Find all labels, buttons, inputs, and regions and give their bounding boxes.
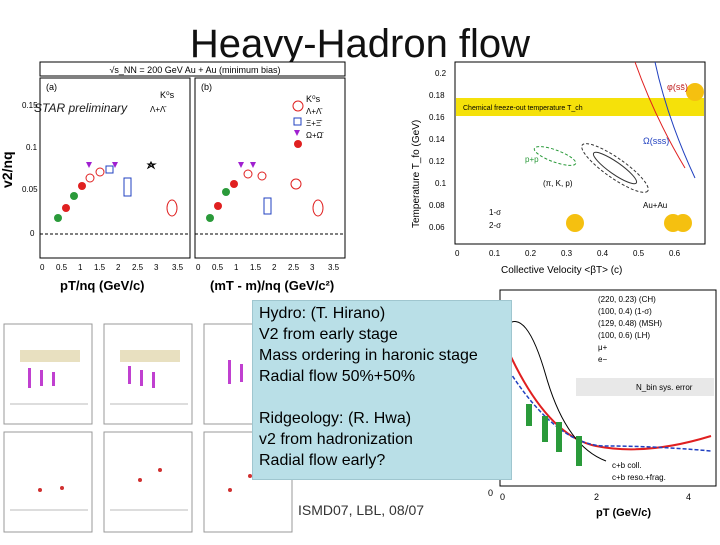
ytick-0: 0.15	[22, 101, 38, 110]
fy-5: 0.1	[435, 179, 447, 188]
freezeout-xlabel: Collective Velocity <βT> (c)	[501, 265, 622, 276]
panel-b-points	[206, 100, 324, 222]
note-line: Ridgeology: (R. Hwa)	[259, 410, 412, 427]
note-line: Radial flow early?	[259, 452, 386, 469]
model-legend-2: (129, 0.48) (MSH)	[598, 319, 662, 328]
v2-scaling-svg: √s_NN = 200 GeV Au + Au (minimum bias) (…	[0, 61, 346, 293]
slide-footer: ISMD07, LBL, 08/07	[298, 502, 425, 518]
ytick-2: 0.05	[22, 185, 38, 194]
model-legend-5: e−	[598, 355, 607, 364]
fx-4: 0.4	[597, 249, 609, 258]
star-preliminary-label: STAR preliminary	[34, 101, 128, 115]
label-pikp: (π, K, p)	[543, 179, 573, 188]
legend-b-2: Ξ+Ξ̄	[306, 119, 323, 128]
freezeout-plot: Chemical freeze-out temperature T_ch Tem…	[405, 58, 720, 283]
x-label-a: pT/nq (GeV/c)	[60, 278, 145, 293]
ex-1: 2	[594, 492, 599, 502]
xtick-b-0: 0	[196, 263, 201, 272]
model-legend-1: (100, 0.4) (1-σ)	[598, 307, 652, 316]
xtick-b-1: 0.5	[212, 263, 224, 272]
model-legend-3: (100, 0.6) (LH)	[598, 331, 650, 340]
fx-2: 0.2	[525, 249, 537, 258]
freezeout-xticks: 0 0.1 0.2 0.3 0.4 0.5 0.6	[455, 249, 681, 258]
note-line	[259, 387, 505, 408]
syst-label: N_bin sys. error	[636, 383, 693, 392]
xtick-a-5: 2.5	[132, 263, 144, 272]
note-line: Mass ordering in haronic stage	[259, 347, 478, 364]
legend-a-0: K⁰s	[160, 90, 175, 100]
fx-5: 0.5	[633, 249, 645, 258]
panel-a-points	[54, 160, 178, 222]
xtick-b-4: 2	[272, 263, 277, 272]
xtick-b-5: 2.5	[288, 263, 300, 272]
xtick-a-4: 2	[116, 263, 121, 272]
note-line: v2 from hadronization	[259, 431, 413, 448]
plot-header: √s_NN = 200 GeV Au + Au (minimum bias)	[109, 65, 280, 75]
x-ticks-b: 0 0.5 1 1.5 2 2.5 3 3.5	[196, 263, 340, 272]
model-legend-4: μ+	[598, 343, 608, 352]
band-label: Chemical freeze-out temperature T_ch	[463, 105, 583, 112]
electron-v2-svg: (220, 0.23) (CH) (100, 0.4) (1-σ) (129, …	[488, 289, 717, 519]
v2-scaling-plot: √s_NN = 200 GeV Au + Au (minimum bias) (…	[0, 58, 350, 298]
freezeout-svg: Chemical freeze-out temperature T_ch Tem…	[411, 61, 706, 276]
legend-1sigma: 1-σ	[489, 208, 501, 217]
xtick-a-6: 3	[154, 263, 159, 272]
xtick-a-2: 1	[78, 263, 83, 272]
ytick-3: 0	[30, 229, 35, 238]
electron-xticks: 0 2 4	[500, 492, 691, 502]
small-plot-grid-svg	[3, 323, 293, 533]
fy-7: 0.06	[429, 223, 445, 232]
xtick-a-0: 0	[40, 263, 45, 272]
fx-6: 0.6	[669, 249, 681, 258]
x-label-b: (mT - m)/nq (GeV/c²)	[210, 278, 334, 293]
curve-label-1: c+b reso.+frag.	[612, 473, 666, 482]
ex-0: 0	[500, 492, 505, 502]
fy-4: 0.12	[429, 157, 445, 166]
xtick-a-3: 1.5	[94, 263, 106, 272]
xtick-b-7: 3.5	[328, 263, 340, 272]
electron-xlabel: pT (GeV/c)	[596, 507, 651, 519]
note-line: Radial flow 50%+50%	[259, 368, 416, 385]
fx-0: 0	[455, 249, 460, 258]
fy-6: 0.08	[429, 201, 445, 210]
fx-1: 0.1	[489, 249, 501, 258]
ytick-1: 0.1	[26, 143, 38, 152]
fy-0: 0.2	[435, 69, 447, 78]
label-auau: Au+Au	[643, 201, 667, 210]
ylabel: Temperature T_fo (GeV)	[411, 120, 422, 228]
xtick-b-3: 1.5	[250, 263, 262, 272]
legend-a-1: Λ+Λ̄	[150, 105, 167, 114]
slide-title: Heavy-Hadron flow	[189, 22, 531, 66]
note-line: V2 from early stage	[259, 326, 398, 343]
legend-b-1: Λ+Λ̄	[306, 107, 323, 116]
legend-b-0: K⁰s	[306, 94, 321, 104]
commentary-box: Hydro: (T. Hirano) V2 from early stage M…	[252, 300, 512, 480]
xtick-a-7: 3.5	[172, 263, 184, 272]
xtick-a-1: 0.5	[56, 263, 68, 272]
panel-b-label: (b)	[201, 82, 212, 92]
small-plot-grid	[0, 320, 300, 535]
fy-2: 0.16	[429, 113, 445, 122]
xtick-b-6: 3	[310, 263, 315, 272]
freezeout-yticks: 0.2 0.18 0.16 0.14 0.12 0.1 0.08 0.06	[429, 69, 447, 232]
label-omega: Ω(sss)	[643, 136, 669, 146]
model-legend: (220, 0.23) (CH) (100, 0.4) (1-σ) (129, …	[598, 295, 662, 364]
model-legend-0: (220, 0.23) (CH)	[598, 295, 656, 304]
legend-2sigma: 2-σ	[489, 221, 501, 230]
fy-3: 0.14	[429, 135, 445, 144]
electron-v2-plot: (220, 0.23) (CH) (100, 0.4) (1-σ) (129, …	[486, 286, 720, 540]
panel-a-label: (a)	[46, 82, 57, 92]
note-line: Hydro: (T. Hirano)	[259, 305, 386, 322]
fy-1: 0.18	[429, 91, 445, 100]
legend-b-3: Ω+Ω̄	[306, 131, 325, 140]
y-axis-label: v2/nq	[0, 151, 15, 188]
xtick-b-2: 1	[234, 263, 239, 272]
ytick-zero: 0	[488, 488, 493, 498]
x-ticks-a: 0 0.5 1 1.5 2 2.5 3 3.5	[40, 263, 184, 272]
ex-2: 4	[686, 492, 691, 502]
label-pp: p+p	[525, 155, 539, 164]
fx-3: 0.3	[561, 249, 573, 258]
curve-label-0: c+b coll.	[612, 461, 642, 470]
label-phi: φ(ss̄)	[667, 82, 688, 92]
